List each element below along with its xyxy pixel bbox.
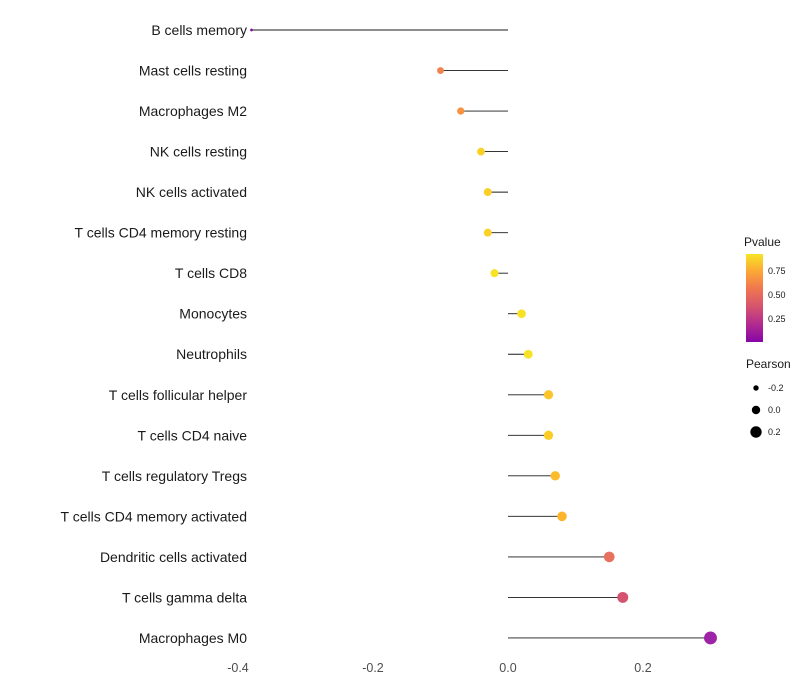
pearson-legend: Pearson -0.2 0.0 0.2 xyxy=(746,357,791,438)
lollipop-point xyxy=(490,269,499,278)
category-label: NK cells activated xyxy=(136,184,247,200)
lollipop-point xyxy=(557,511,567,522)
x-tick-label: 0.0 xyxy=(499,661,516,675)
category-label: T cells gamma delta xyxy=(122,589,247,605)
pearson-tick-label: 0.0 xyxy=(768,405,781,415)
category-label: Macrophages M2 xyxy=(139,103,247,119)
lollipop-point xyxy=(483,188,492,197)
category-label: T cells CD4 memory activated xyxy=(61,508,247,524)
x-tick-label: -0.4 xyxy=(227,661,249,675)
lollipop-point xyxy=(617,591,629,603)
pvalue-legend-title: Pvalue xyxy=(744,235,781,249)
category-label: T cells regulatory Tregs xyxy=(102,468,247,484)
category-label: T cells follicular helper xyxy=(109,387,248,403)
category-label: T cells CD4 memory resting xyxy=(75,225,247,241)
pvalue-colorbar xyxy=(746,254,763,342)
pvalue-tick-label: 0.50 xyxy=(768,290,786,300)
category-label: Mast cells resting xyxy=(139,63,247,79)
lollipop-point xyxy=(517,309,526,319)
category-label: B cells memory xyxy=(151,22,247,38)
pearson-legend-title: Pearson xyxy=(746,357,791,371)
lollipop-point xyxy=(483,228,492,237)
lollipop-point xyxy=(603,551,615,563)
pearson-tick-label: -0.2 xyxy=(768,383,784,393)
lollipop-point xyxy=(704,631,717,645)
x-tick-label: 0.2 xyxy=(634,661,651,675)
category-label: Dendritic cells activated xyxy=(100,549,247,565)
pearson-size-dot xyxy=(751,405,761,415)
x-tick-label: -0.2 xyxy=(362,661,384,675)
lollipop-point xyxy=(543,390,554,400)
pvalue-tick-label: 0.75 xyxy=(768,266,786,276)
pearson-tick-label: 0.2 xyxy=(768,427,781,437)
pvalue-tick-label: 0.25 xyxy=(768,314,786,324)
category-label: T cells CD4 naive xyxy=(138,427,248,443)
pearson-size-dot xyxy=(750,426,762,438)
lollipop-point xyxy=(543,430,554,440)
pearson-size-dot xyxy=(753,385,759,391)
category-label: Monocytes xyxy=(179,306,247,322)
category-label: Macrophages M0 xyxy=(139,630,247,646)
lollipop-point xyxy=(250,28,253,32)
pvalue-legend: Pvalue 0.75 0.50 0.25 xyxy=(744,235,786,342)
lollipop-point xyxy=(523,349,533,359)
category-label: NK cells resting xyxy=(150,144,247,160)
lollipop-point xyxy=(457,107,465,115)
lollipop-point xyxy=(477,147,485,156)
category-label: T cells CD8 xyxy=(175,265,247,281)
lollipop-point xyxy=(437,67,444,74)
lollipop-point xyxy=(550,471,560,481)
category-label: Neutrophils xyxy=(176,346,247,362)
